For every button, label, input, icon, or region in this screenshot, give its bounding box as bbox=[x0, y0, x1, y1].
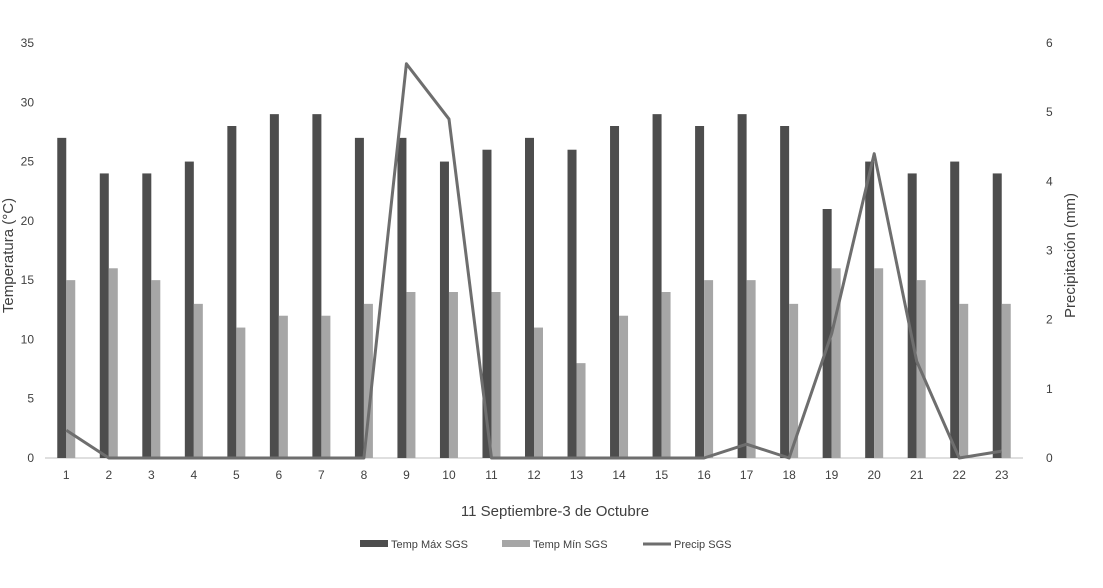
legend-label: Temp Máx SGS bbox=[391, 539, 468, 551]
x-tick-label: 7 bbox=[318, 468, 325, 482]
bar-temp-max bbox=[57, 137, 67, 458]
x-tick-label: 1 bbox=[63, 468, 70, 482]
y-tick-label: 10 bbox=[21, 332, 35, 346]
legend-swatch bbox=[502, 540, 530, 547]
y2-tick-label: 4 bbox=[1046, 174, 1053, 188]
bar-temp-min bbox=[193, 303, 203, 458]
bar-temp-max bbox=[992, 173, 1002, 458]
y-tick-label: 25 bbox=[21, 155, 35, 169]
x-tick-label: 4 bbox=[190, 468, 197, 482]
left-axis: 0 5 10 15 20 25 30 35 bbox=[21, 36, 35, 465]
bar-temp-min bbox=[491, 292, 501, 458]
precip-line bbox=[65, 62, 1002, 460]
bar-temp-min bbox=[959, 303, 969, 458]
x-tick-label: 14 bbox=[612, 468, 626, 482]
bar-temp-min bbox=[661, 292, 671, 458]
bar-temp-max bbox=[610, 126, 620, 458]
legend-swatch bbox=[360, 540, 388, 547]
bar-temp-max bbox=[907, 173, 917, 458]
y2-tick-label: 1 bbox=[1046, 382, 1053, 396]
bar-temp-min bbox=[1001, 303, 1011, 458]
bar-temp-max bbox=[865, 161, 875, 459]
bar-temp-min bbox=[534, 327, 543, 458]
y-tick-label: 30 bbox=[21, 95, 35, 109]
bar-temp-min bbox=[108, 268, 118, 458]
x-tick-label: 10 bbox=[442, 468, 456, 482]
y-tick-label: 35 bbox=[21, 36, 35, 50]
bar-temp-max bbox=[142, 173, 152, 458]
y2-tick-label: 6 bbox=[1046, 36, 1053, 50]
x-tick-label: 5 bbox=[233, 468, 240, 482]
x-tick-label: 22 bbox=[953, 468, 967, 482]
bar-temp-max bbox=[439, 161, 449, 459]
bar-temp-min bbox=[619, 315, 629, 458]
x-tick-label: 18 bbox=[782, 468, 796, 482]
bar-temp-max bbox=[99, 173, 109, 458]
bar-temp-min bbox=[704, 280, 714, 458]
bar-temp-max bbox=[227, 126, 237, 458]
x-tick-label: 12 bbox=[527, 468, 541, 482]
y2-tick-label: 2 bbox=[1046, 313, 1053, 327]
bar-temp-max bbox=[822, 209, 832, 458]
x-tick-label: 20 bbox=[867, 468, 881, 482]
y2-axis-title: Precipitación (mm) bbox=[1062, 193, 1079, 318]
x-tick-label: 3 bbox=[148, 468, 155, 482]
bar-temp-min bbox=[278, 315, 288, 458]
bar-temp-max bbox=[525, 137, 534, 458]
x-tick-label: 15 bbox=[655, 468, 669, 482]
bar-temp-max bbox=[184, 161, 194, 459]
bar-temp-max bbox=[312, 114, 322, 459]
legend: Temp Máx SGS Temp Mín SGS Precip SGS bbox=[360, 539, 731, 551]
y2-tick-label: 5 bbox=[1046, 105, 1053, 119]
bar-temp-max bbox=[269, 114, 279, 459]
bar-temp-min bbox=[874, 268, 884, 458]
x-tick-label: 8 bbox=[361, 468, 368, 482]
x-tick-label: 23 bbox=[995, 468, 1009, 482]
bar-temp-min bbox=[448, 292, 458, 458]
x-tick-label: 13 bbox=[570, 468, 584, 482]
bar-temp-min bbox=[236, 327, 246, 458]
x-tick-label: 2 bbox=[105, 468, 112, 482]
precip-line-layer bbox=[65, 62, 1002, 460]
legend-label: Temp Mín SGS bbox=[533, 539, 608, 551]
bar-temp-min bbox=[321, 315, 331, 458]
bar-temp-min bbox=[831, 268, 841, 458]
x-tick-label: 9 bbox=[403, 468, 410, 482]
bar-temp-min bbox=[746, 280, 756, 458]
bar-temp-max bbox=[950, 161, 960, 459]
x-tick-label: 21 bbox=[910, 468, 924, 482]
bar-temp-max bbox=[695, 126, 705, 458]
y-tick-label: 20 bbox=[21, 214, 35, 228]
bars bbox=[57, 114, 1011, 459]
legend-label: Precip SGS bbox=[674, 539, 731, 551]
y-tick-label: 0 bbox=[27, 451, 34, 465]
right-axis: 0 1 2 3 4 5 6 bbox=[1046, 36, 1053, 465]
bar-temp-max bbox=[397, 137, 407, 458]
y-tick-label: 5 bbox=[27, 392, 34, 406]
y2-tick-label: 3 bbox=[1046, 244, 1053, 258]
y2-tick-label: 0 bbox=[1046, 451, 1053, 465]
bar-temp-min bbox=[406, 292, 416, 458]
bar-temp-max bbox=[482, 149, 492, 458]
x-tick-label: 6 bbox=[276, 468, 283, 482]
y-tick-label: 15 bbox=[21, 273, 35, 287]
bar-temp-max bbox=[737, 114, 747, 459]
bar-temp-max bbox=[652, 114, 662, 459]
x-tick-label: 11 bbox=[485, 468, 498, 482]
bar-temp-min bbox=[789, 303, 799, 458]
x-axis-title: 11 Septiembre-3 de Octubre bbox=[461, 503, 649, 520]
x-axis: 1 2 3 4 5 6 7 8 9 10 11 12 13 14 15 16 17 18 19 20 21 22 23 bbox=[63, 468, 1009, 482]
bar-temp-max bbox=[567, 149, 577, 458]
bar-temp-max bbox=[780, 126, 790, 458]
x-tick-label: 16 bbox=[697, 468, 711, 482]
y-axis-title: Temperatura (°C) bbox=[0, 198, 17, 313]
bar-temp-min bbox=[151, 280, 161, 458]
bar-temp-min bbox=[576, 363, 586, 458]
bar-temp-min bbox=[66, 280, 76, 458]
x-tick-label: 19 bbox=[825, 468, 839, 482]
bar-temp-min bbox=[363, 303, 373, 458]
bar-temp-max bbox=[354, 137, 364, 458]
x-tick-label: 17 bbox=[740, 468, 754, 482]
